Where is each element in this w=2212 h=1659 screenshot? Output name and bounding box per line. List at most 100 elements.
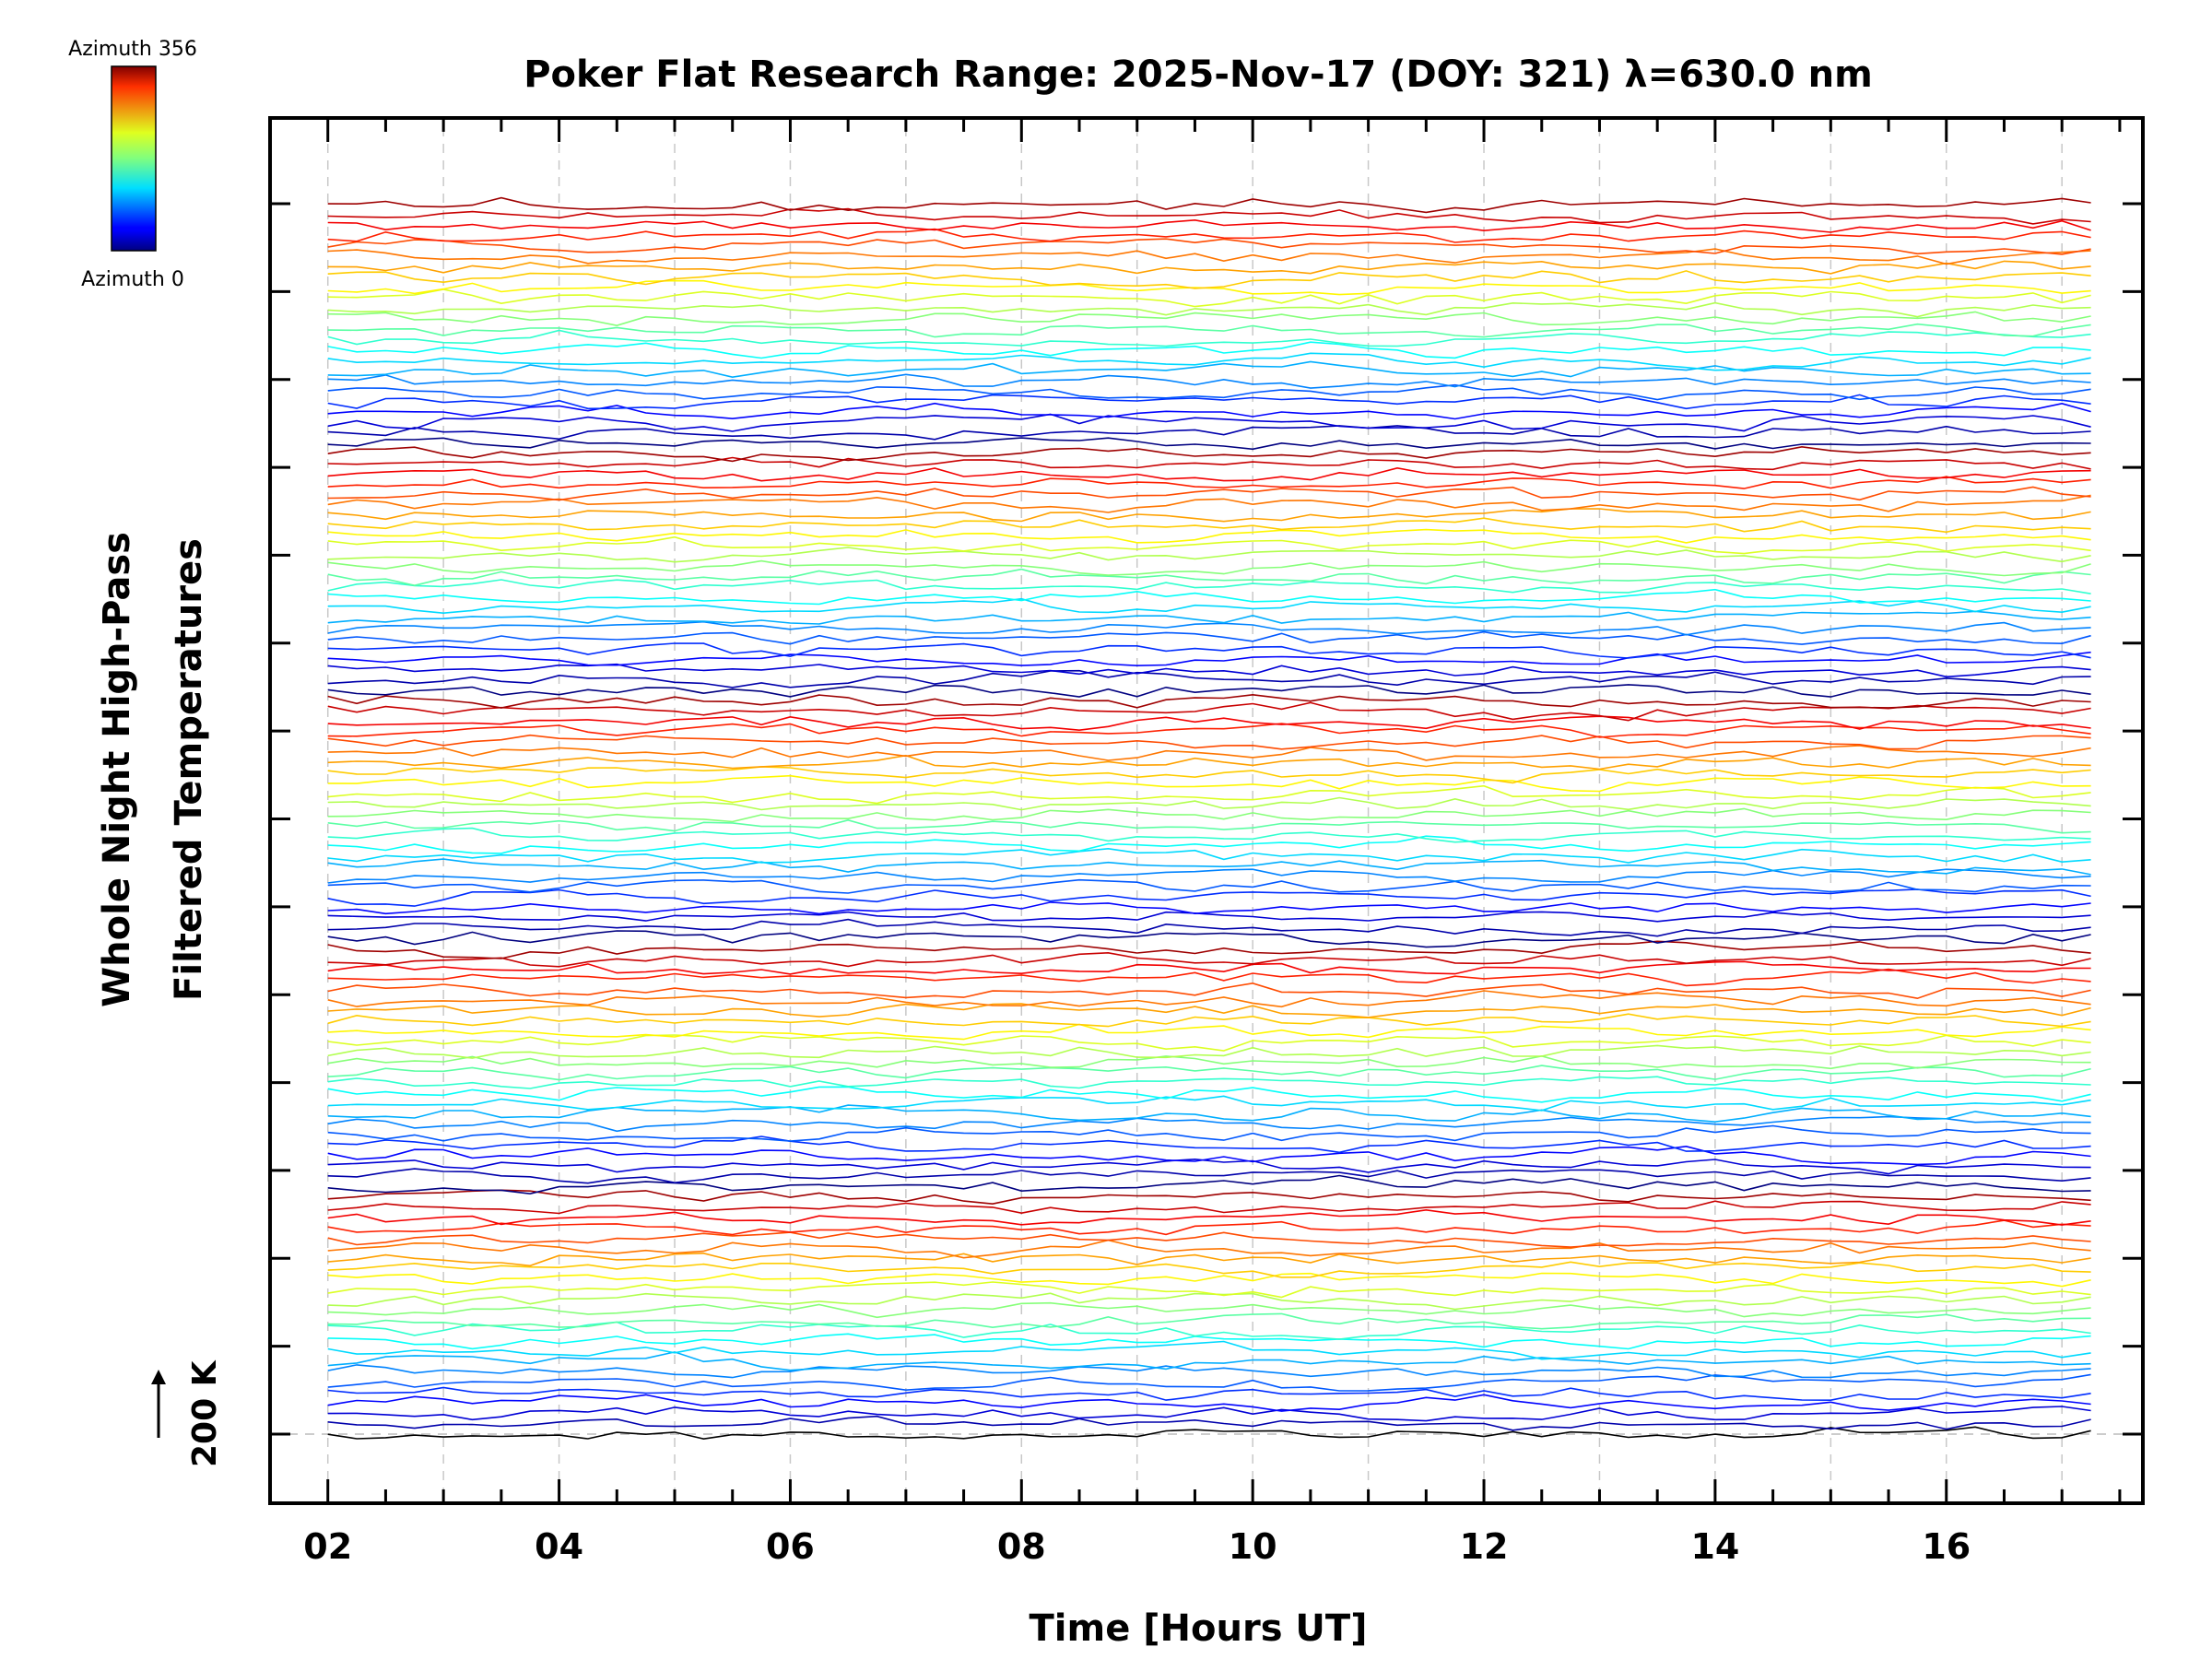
colorbar-bottom-label: Azimuth 0 [81, 268, 184, 291]
x-tick-label: 10 [1229, 1526, 1277, 1567]
series-line [327, 1231, 2091, 1248]
x-tick-label: 06 [766, 1526, 815, 1567]
series-line [327, 1115, 2091, 1133]
series-line [327, 1333, 2091, 1350]
series-line [327, 196, 2091, 214]
series-line [327, 951, 2091, 968]
series-line [327, 642, 2091, 659]
series-line [327, 1373, 2091, 1392]
series-line [327, 827, 2091, 843]
scale-bar: 200 K [151, 1359, 224, 1467]
series-line [327, 968, 2091, 987]
y-axis-label: Whole Night High-Pass Filtered Temperatu… [96, 532, 210, 1007]
y-axis-label-line2: Filtered Temperatures [168, 538, 210, 1001]
plot-frame [268, 116, 2145, 1505]
series-line [327, 394, 2091, 410]
x-tick-label: 12 [1460, 1526, 1509, 1567]
series-line [327, 373, 2091, 389]
series-line [327, 651, 2091, 667]
chart-title: Poker Flat Research Range: 2025-Nov-17 (… [524, 53, 1873, 96]
series-line [327, 1189, 2091, 1206]
series-line [327, 270, 2091, 289]
series-line [327, 568, 2091, 587]
series-line [327, 1023, 2091, 1041]
series-line [327, 663, 2091, 678]
series-line [327, 413, 2091, 432]
series-line [327, 1200, 2091, 1215]
series-line [327, 218, 2091, 233]
series-line [327, 597, 2091, 615]
series-line [327, 1281, 2091, 1299]
series-line [327, 1086, 2091, 1103]
axis-ticks [268, 118, 2143, 1503]
series-group [327, 196, 2091, 1441]
series-line [327, 1364, 2091, 1379]
series-line [327, 878, 2091, 894]
series-line [327, 1208, 2091, 1226]
series-line [327, 579, 2091, 594]
series-line [327, 1351, 2091, 1371]
series-line [327, 383, 2091, 401]
series-line [327, 445, 2091, 463]
series-line [327, 1261, 2091, 1278]
series-line [327, 1104, 2091, 1124]
series-line [327, 734, 2091, 750]
series-line [327, 684, 2091, 698]
series-line [327, 1292, 2091, 1311]
series-line [327, 466, 2091, 482]
series-line [327, 535, 2091, 555]
series-line [327, 456, 2091, 471]
series-line [327, 1252, 2091, 1267]
colorbar: Azimuth 356 Azimuth 0 [68, 38, 197, 291]
series-line [327, 1340, 2091, 1360]
series-line [327, 1301, 2091, 1319]
series-line [327, 701, 2091, 722]
series-line [327, 1044, 2091, 1059]
series-line [327, 1158, 2091, 1175]
series-line [327, 784, 2091, 805]
series-line [327, 1426, 2091, 1441]
series-line [327, 248, 2091, 265]
series-line [327, 360, 2091, 379]
series-line [327, 1239, 2091, 1259]
series-line [327, 517, 2091, 534]
series-line [327, 301, 2091, 318]
series-line [327, 982, 2091, 1000]
series-line [327, 425, 2091, 441]
series-line [327, 494, 2091, 513]
series-line [327, 476, 2091, 489]
series-line [327, 868, 2091, 884]
series-line [327, 559, 2091, 577]
series-line [327, 1095, 2091, 1112]
series-line [327, 1013, 2091, 1028]
series-line [327, 630, 2091, 645]
x-axis-label: Time [Hours UT] [1030, 1607, 1368, 1650]
series-line [327, 1054, 2091, 1070]
series-line [327, 402, 2091, 420]
series-line [327, 1135, 2091, 1154]
scale-arrow-head [151, 1370, 166, 1384]
series-line [327, 508, 2091, 523]
series-line [327, 311, 2091, 327]
series-line [327, 818, 2091, 834]
series-line [327, 888, 2091, 907]
series-line [327, 1406, 2091, 1422]
series-line [327, 228, 2091, 243]
x-tick-labels: 02 04 06 08 10 12 14 16 [303, 1526, 1971, 1567]
series-line [327, 1003, 2091, 1018]
series-line [327, 547, 2091, 563]
y-axis-label-line1: Whole Night High-Pass [96, 532, 138, 1007]
series-line [327, 1124, 2091, 1142]
series-line [327, 911, 2091, 923]
x-tick-label: 08 [997, 1526, 1046, 1567]
series-line [327, 669, 2091, 688]
series-line [327, 796, 2091, 811]
series-line [327, 858, 2091, 876]
series-line [327, 352, 2091, 371]
series-line [327, 620, 2091, 636]
series-line [327, 207, 2091, 225]
series-line [327, 1174, 2091, 1195]
series-line [327, 847, 2091, 864]
x-tick-label: 14 [1690, 1526, 1739, 1567]
